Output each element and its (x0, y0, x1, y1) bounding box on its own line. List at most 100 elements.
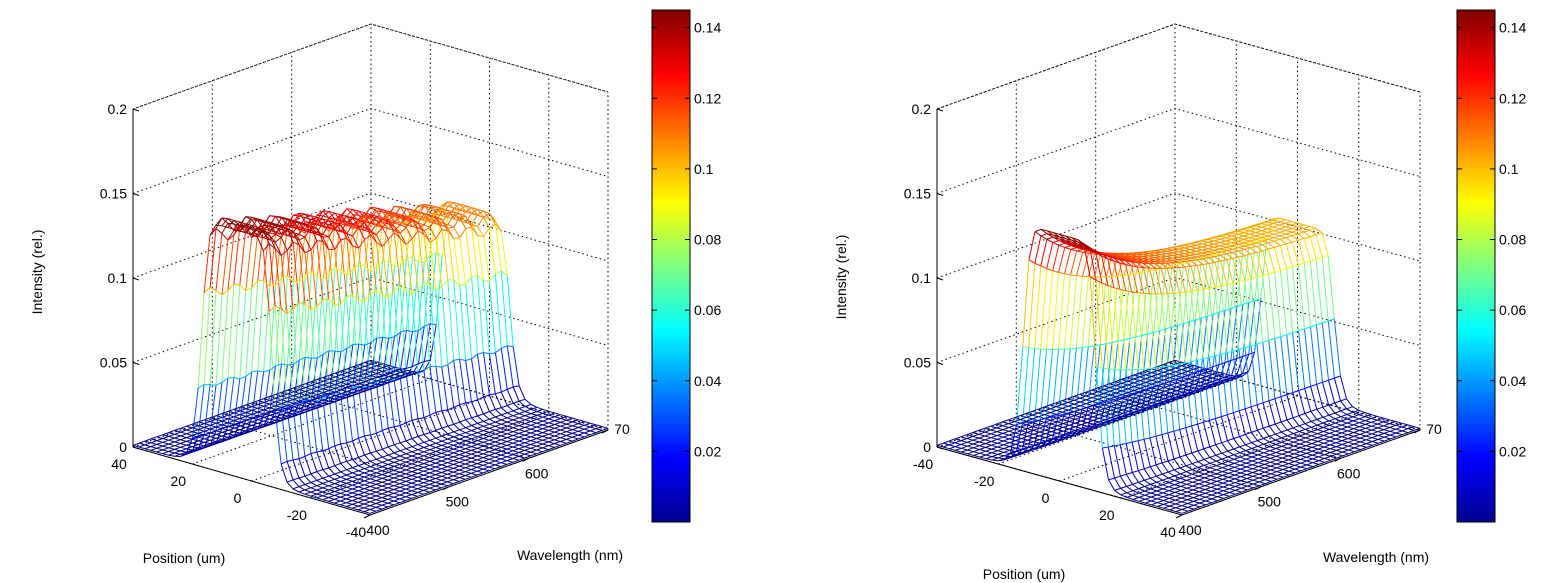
mesh-line (447, 462, 454, 465)
mesh-line (180, 450, 187, 453)
mesh-line (405, 494, 412, 498)
mesh-line (518, 438, 525, 442)
mesh-line (1299, 435, 1306, 439)
mesh-line (1187, 503, 1194, 506)
mesh-line (530, 428, 537, 432)
mesh-line (1014, 421, 1021, 424)
mesh-line (239, 408, 247, 412)
mesh-line (352, 344, 360, 386)
mesh-line (1002, 436, 1010, 440)
mesh-line (209, 228, 217, 288)
mesh-line (388, 380, 395, 384)
mesh-line (370, 468, 377, 472)
mesh-line (364, 472, 371, 476)
y-tick-label: 400 (366, 522, 390, 538)
mesh-line (578, 436, 585, 440)
mesh-line (1192, 477, 1199, 481)
mesh-line (334, 228, 341, 233)
mesh-line (186, 427, 193, 431)
mesh-line (1299, 447, 1307, 450)
mesh-line (948, 444, 956, 448)
mesh-line (494, 458, 502, 462)
mesh-line (251, 421, 258, 424)
mesh-line (1244, 434, 1252, 444)
mesh-line (512, 423, 520, 427)
mesh-line (1256, 404, 1264, 429)
mesh-line (1333, 318, 1341, 377)
mesh-line (256, 236, 264, 251)
mesh-line (228, 412, 235, 416)
mesh-line (268, 234, 276, 243)
mesh-line (1293, 441, 1300, 445)
mesh-line (376, 476, 383, 479)
mesh-line (1304, 388, 1312, 412)
mesh-line (221, 436, 229, 440)
mesh-line (388, 374, 395, 378)
mesh-line (233, 432, 241, 436)
mesh-line (370, 476, 377, 480)
mesh-line (471, 436, 478, 440)
y-axis-label: Wavelength (nm) (517, 547, 623, 563)
mesh-line (506, 438, 514, 442)
mesh-line (369, 489, 377, 493)
mesh-line (1014, 424, 1021, 428)
mesh-line (1026, 432, 1034, 435)
mesh-line (369, 497, 377, 501)
mesh-line (239, 376, 247, 424)
mesh-line (1131, 261, 1138, 268)
mesh-line (494, 224, 502, 271)
mesh-line (459, 402, 466, 406)
mesh-line (1107, 446, 1115, 479)
mesh-line (370, 383, 377, 387)
mesh-line (375, 382, 383, 431)
mesh-line (1305, 441, 1312, 445)
mesh-line (566, 425, 573, 429)
mesh-line (1056, 410, 1063, 413)
mesh-line (1323, 431, 1330, 434)
mesh-line (560, 415, 567, 419)
mesh-line (1389, 430, 1397, 434)
mesh-line (548, 424, 555, 428)
mesh-line (1348, 449, 1355, 453)
mesh-line (1173, 469, 1181, 475)
mesh-line (1186, 483, 1193, 487)
mesh-line (1155, 436, 1163, 464)
mesh-line (1205, 492, 1212, 496)
mesh-line (1353, 439, 1361, 443)
mesh-line (352, 210, 360, 219)
mesh-line (393, 475, 401, 479)
mesh-line (364, 482, 371, 486)
mesh-line (1359, 429, 1366, 433)
mesh-line (310, 276, 318, 359)
mesh-line (1246, 470, 1253, 473)
mesh-line (477, 459, 484, 462)
z-tick-label: 0.15 (100, 186, 127, 202)
mesh-line (960, 444, 968, 447)
mesh-line (150, 446, 157, 449)
mesh-line (1221, 442, 1229, 452)
mesh-line (323, 374, 330, 378)
mesh-line (1328, 380, 1336, 404)
mesh-line (441, 442, 448, 446)
mesh-line (471, 425, 478, 429)
mesh-line (1160, 268, 1168, 294)
mesh-line (560, 423, 567, 427)
mesh-line (340, 476, 347, 480)
mesh-line (269, 422, 276, 426)
mesh-line (316, 479, 323, 484)
mesh-line (287, 398, 294, 402)
mesh-line (394, 371, 401, 375)
mesh-line (435, 464, 442, 468)
mesh-line (429, 462, 436, 466)
mesh-line (334, 393, 342, 397)
mesh-line (275, 410, 282, 414)
mesh-line (435, 475, 442, 479)
mesh-line (352, 490, 359, 494)
mesh-line (305, 271, 312, 276)
mesh-line (375, 495, 383, 499)
mesh-line (352, 217, 359, 220)
mesh-line (411, 455, 419, 459)
mesh-line (501, 417, 508, 421)
mesh-line (465, 455, 472, 459)
mesh-line (393, 226, 401, 234)
